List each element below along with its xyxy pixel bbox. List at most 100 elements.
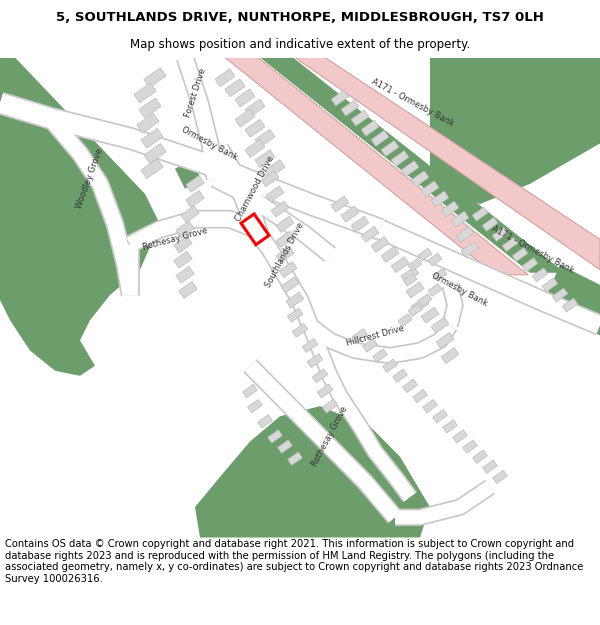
Polygon shape: [433, 409, 448, 423]
Polygon shape: [286, 292, 304, 308]
Polygon shape: [353, 329, 367, 342]
Polygon shape: [461, 241, 479, 258]
Polygon shape: [383, 359, 397, 372]
Polygon shape: [482, 460, 497, 473]
Polygon shape: [428, 284, 442, 296]
Polygon shape: [312, 369, 328, 382]
Polygon shape: [422, 399, 437, 412]
Polygon shape: [186, 176, 204, 192]
Polygon shape: [431, 191, 449, 207]
Polygon shape: [271, 201, 289, 217]
Polygon shape: [242, 384, 257, 398]
Text: 5, SOUTHLANDS DRIVE, NUNTHORPE, MIDDLESBROUGH, TS7 0LH: 5, SOUTHLANDS DRIVE, NUNTHORPE, MIDDLESB…: [56, 11, 544, 24]
Polygon shape: [361, 120, 379, 136]
Polygon shape: [441, 201, 459, 217]
Polygon shape: [322, 399, 338, 413]
Polygon shape: [421, 181, 439, 197]
Polygon shape: [391, 257, 409, 272]
Polygon shape: [418, 294, 432, 306]
Polygon shape: [174, 236, 192, 252]
Polygon shape: [473, 450, 487, 463]
Polygon shape: [139, 98, 161, 118]
Polygon shape: [179, 281, 197, 298]
Polygon shape: [441, 348, 459, 364]
Text: Rothesay Grove: Rothesay Grove: [142, 226, 208, 253]
Polygon shape: [361, 226, 379, 242]
Polygon shape: [175, 159, 200, 189]
Polygon shape: [278, 440, 292, 453]
Polygon shape: [362, 339, 377, 352]
Polygon shape: [292, 323, 308, 338]
Polygon shape: [398, 314, 412, 327]
Polygon shape: [418, 248, 432, 261]
Polygon shape: [317, 384, 333, 398]
Polygon shape: [174, 251, 192, 268]
Polygon shape: [307, 354, 323, 367]
Polygon shape: [176, 221, 194, 238]
Text: A171 - Ormesby Bank: A171 - Ormesby Bank: [490, 224, 575, 275]
Polygon shape: [451, 211, 469, 227]
Polygon shape: [482, 217, 498, 231]
Polygon shape: [0, 58, 160, 376]
Polygon shape: [331, 90, 349, 106]
Polygon shape: [381, 141, 399, 156]
Polygon shape: [279, 262, 297, 278]
Polygon shape: [215, 69, 235, 87]
Polygon shape: [235, 89, 255, 107]
Polygon shape: [411, 297, 429, 313]
Polygon shape: [134, 83, 156, 102]
Polygon shape: [144, 68, 166, 88]
Polygon shape: [443, 419, 457, 433]
Polygon shape: [248, 399, 262, 412]
Polygon shape: [261, 171, 279, 187]
Polygon shape: [408, 258, 422, 271]
Text: Forest Drive: Forest Drive: [184, 67, 208, 119]
Polygon shape: [413, 389, 427, 402]
Polygon shape: [452, 430, 467, 443]
Polygon shape: [257, 414, 272, 428]
Polygon shape: [403, 379, 418, 392]
Polygon shape: [268, 430, 283, 443]
Polygon shape: [225, 58, 528, 275]
Polygon shape: [401, 267, 419, 282]
Polygon shape: [492, 228, 508, 241]
Polygon shape: [141, 128, 163, 148]
Polygon shape: [287, 308, 303, 322]
Polygon shape: [392, 369, 407, 382]
Polygon shape: [545, 264, 600, 336]
Polygon shape: [276, 231, 294, 248]
Text: Woodley Grove: Woodley Grove: [75, 148, 105, 211]
Polygon shape: [260, 58, 565, 272]
Polygon shape: [287, 452, 302, 466]
Polygon shape: [245, 99, 265, 117]
Polygon shape: [463, 440, 478, 453]
Polygon shape: [245, 139, 265, 158]
Polygon shape: [351, 216, 369, 232]
Polygon shape: [341, 100, 359, 116]
Polygon shape: [406, 282, 424, 298]
Polygon shape: [512, 248, 528, 261]
Text: Map shows position and indicative extent of the property.: Map shows position and indicative extent…: [130, 38, 470, 51]
Text: A171 - Ormesby Bank: A171 - Ormesby Bank: [370, 78, 455, 129]
Polygon shape: [456, 226, 474, 242]
Polygon shape: [391, 151, 409, 166]
Polygon shape: [341, 206, 359, 222]
Polygon shape: [137, 113, 159, 133]
Polygon shape: [436, 332, 454, 348]
Polygon shape: [562, 298, 578, 312]
Polygon shape: [532, 268, 548, 282]
Polygon shape: [241, 214, 269, 244]
Polygon shape: [144, 144, 166, 163]
Polygon shape: [403, 274, 417, 286]
Polygon shape: [401, 161, 419, 177]
Polygon shape: [371, 131, 389, 146]
Polygon shape: [522, 258, 538, 272]
Polygon shape: [235, 109, 255, 127]
Polygon shape: [351, 110, 369, 126]
Polygon shape: [255, 149, 275, 168]
Text: Ormesby Bank: Ormesby Bank: [180, 125, 239, 162]
Text: Southlands Drive: Southlands Drive: [264, 221, 306, 289]
Text: Ormesby Bank: Ormesby Bank: [430, 271, 489, 309]
Polygon shape: [245, 119, 265, 137]
Polygon shape: [408, 304, 422, 316]
